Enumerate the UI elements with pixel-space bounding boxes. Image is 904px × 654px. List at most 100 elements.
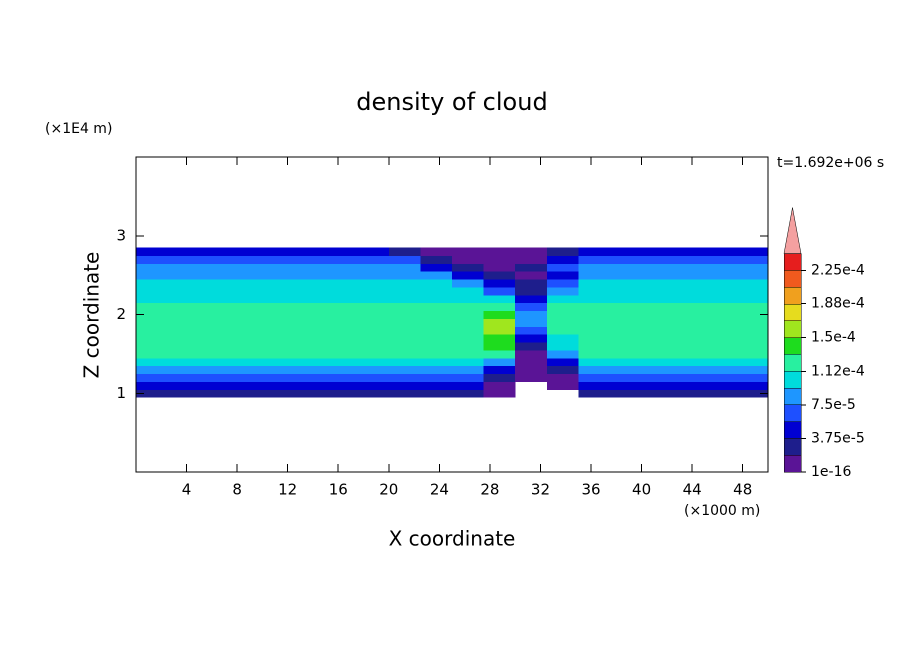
contour-cell [262, 310, 295, 319]
contour-cell [357, 389, 390, 398]
contour-cell [167, 271, 200, 280]
contour-cell [673, 389, 706, 398]
contour-cell [388, 326, 421, 335]
contour-cell [673, 263, 706, 272]
contour-cell [167, 326, 200, 335]
contour-cell [294, 326, 327, 335]
contour-cell [230, 334, 263, 343]
contour-cell [704, 247, 737, 256]
contour-cell [483, 381, 516, 390]
contour-cell [388, 318, 421, 327]
contour-cell [167, 373, 200, 382]
contour-cell [515, 279, 548, 288]
contour-cell [452, 263, 485, 272]
contour-cell [388, 357, 421, 367]
contour-cell [610, 381, 643, 390]
contour-cell [641, 247, 674, 256]
contour-cell [515, 334, 548, 343]
contour-cell [388, 381, 421, 390]
contour-cell [515, 326, 548, 335]
contour-cell [704, 310, 737, 319]
contour-cell [610, 318, 643, 327]
contour-cell [388, 263, 421, 272]
contour-cell [167, 302, 200, 312]
time-label: t=1.692e+06 s [777, 155, 884, 171]
contour-cell [357, 357, 390, 367]
contour-cell [388, 365, 421, 375]
contour-cell [452, 334, 485, 343]
contour-cell [452, 271, 485, 280]
contour-cell [167, 349, 200, 359]
contour-cell [136, 365, 169, 375]
contour-cell [704, 255, 737, 264]
contour-cell [673, 255, 706, 264]
contour-cell [673, 357, 706, 367]
contour-cell [136, 334, 169, 343]
contour-cell [325, 302, 358, 312]
colorbar-tick-label: 3.75e-5 [811, 430, 865, 446]
contour-cell [546, 365, 579, 375]
contour-cell [704, 271, 737, 280]
contour-cell [546, 373, 579, 382]
contour-cell [641, 286, 674, 296]
contour-cell [262, 294, 295, 304]
contour-cell [294, 365, 327, 375]
contour-cell [420, 279, 453, 288]
contour-cell [294, 255, 327, 264]
contour-cell [388, 302, 421, 312]
contour-cell [546, 279, 579, 288]
contour-cell [483, 286, 516, 296]
contour-cell [483, 302, 516, 312]
contour-cell [673, 349, 706, 359]
contour-cell [736, 318, 769, 327]
colorbar-band [783, 370, 802, 389]
contour-cell [325, 286, 358, 296]
contour-cell [230, 357, 263, 367]
contour-cell [704, 334, 737, 343]
contour-cell [610, 302, 643, 312]
contour-cell [262, 357, 295, 367]
contour-cell [357, 342, 390, 351]
contour-cell [483, 357, 516, 367]
contour-cell [452, 294, 485, 304]
contour-cell [262, 349, 295, 359]
contour-cell [199, 365, 232, 375]
contour-cell [388, 389, 421, 398]
contour-cell [230, 381, 263, 390]
contour-cell [388, 342, 421, 351]
y-tick-label: 2 [116, 305, 126, 323]
contour-cell [199, 279, 232, 288]
contour-cell [388, 310, 421, 319]
contour-cell [515, 302, 548, 312]
contour-cell [483, 310, 516, 319]
contour-cell [357, 294, 390, 304]
contour-cell [136, 389, 169, 398]
contour-cell [136, 318, 169, 327]
contour-cell [388, 255, 421, 264]
contour-cell [610, 271, 643, 280]
contour-cell [610, 279, 643, 288]
contour-cell [452, 357, 485, 367]
colorbar-tick-label: 1.5e-4 [811, 330, 856, 346]
contour-cell [167, 247, 200, 256]
contour-cell [388, 279, 421, 288]
contour-cell [578, 334, 611, 343]
y-unit: (×1E4 m) [45, 121, 112, 137]
x-tick-label: 24 [430, 481, 449, 499]
contour-cell [167, 310, 200, 319]
contour-cell [673, 326, 706, 335]
colorbar-band [783, 320, 802, 338]
contour-cell [673, 318, 706, 327]
contour-cell [736, 365, 769, 375]
contour-cell [199, 294, 232, 304]
contour-cell [388, 271, 421, 280]
contour-cell [546, 318, 579, 327]
contour-cell [136, 247, 169, 256]
colorbar-tick-label: 1.12e-4 [811, 364, 865, 380]
contour-cell [578, 271, 611, 280]
contour-cell [704, 349, 737, 359]
contour-cell [736, 342, 769, 351]
contour-cell [704, 357, 737, 367]
contour-cell [704, 381, 737, 390]
contour-cell [230, 255, 263, 264]
